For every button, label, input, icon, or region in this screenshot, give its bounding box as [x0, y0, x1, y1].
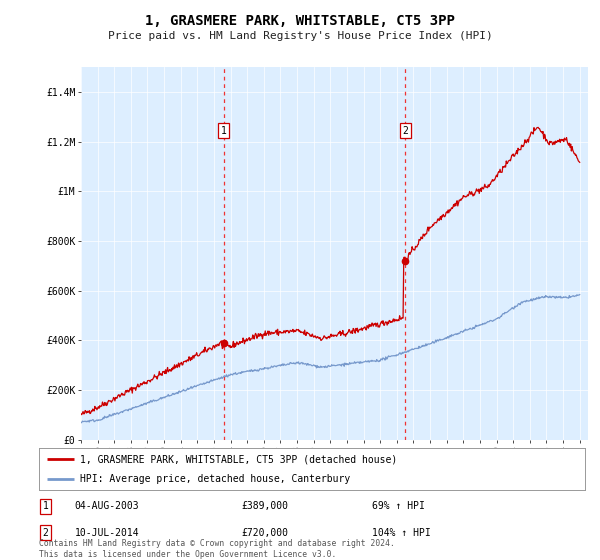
Text: 69% ↑ HPI: 69% ↑ HPI	[372, 501, 425, 511]
Text: 1: 1	[221, 125, 227, 136]
Text: £389,000: £389,000	[241, 501, 288, 511]
Text: Price paid vs. HM Land Registry's House Price Index (HPI): Price paid vs. HM Land Registry's House …	[107, 31, 493, 41]
Text: 104% ↑ HPI: 104% ↑ HPI	[372, 528, 431, 538]
Text: HPI: Average price, detached house, Canterbury: HPI: Average price, detached house, Cant…	[80, 474, 350, 484]
Text: Contains HM Land Registry data © Crown copyright and database right 2024.
This d: Contains HM Land Registry data © Crown c…	[39, 539, 395, 559]
Text: 10-JUL-2014: 10-JUL-2014	[74, 528, 139, 538]
Text: 2: 2	[403, 125, 409, 136]
Text: 1, GRASMERE PARK, WHITSTABLE, CT5 3PP: 1, GRASMERE PARK, WHITSTABLE, CT5 3PP	[145, 14, 455, 28]
Text: 1: 1	[43, 501, 49, 511]
Text: £720,000: £720,000	[241, 528, 288, 538]
Text: 2: 2	[43, 528, 49, 538]
Text: 04-AUG-2003: 04-AUG-2003	[74, 501, 139, 511]
Text: 1, GRASMERE PARK, WHITSTABLE, CT5 3PP (detached house): 1, GRASMERE PARK, WHITSTABLE, CT5 3PP (d…	[80, 454, 397, 464]
